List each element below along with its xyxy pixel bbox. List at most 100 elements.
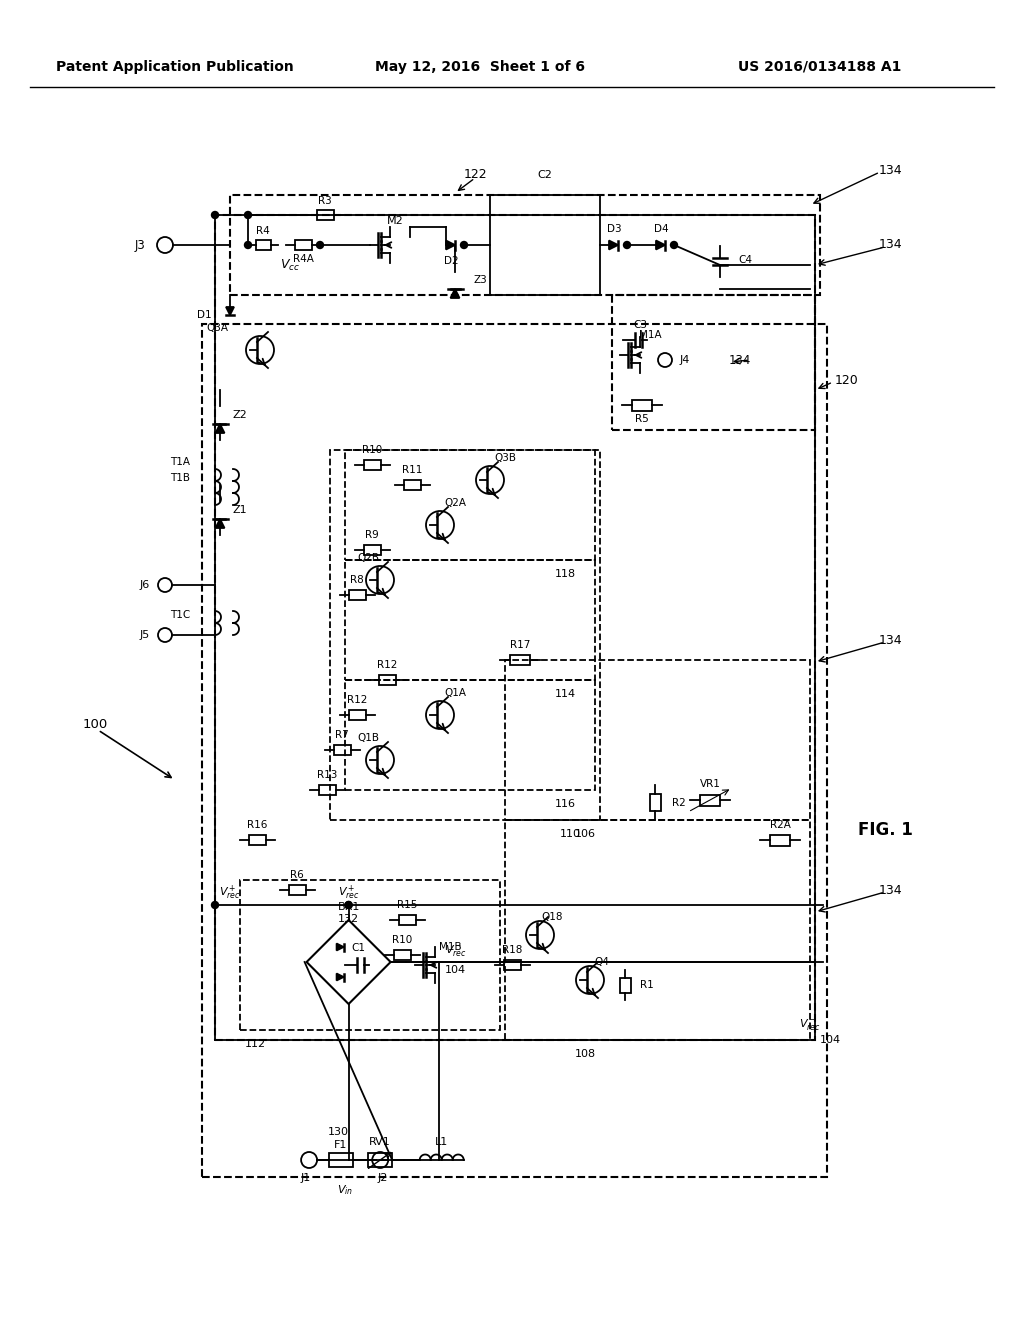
Bar: [345, 450, 595, 560]
Bar: [316, 210, 334, 220]
Bar: [504, 960, 521, 970]
Circle shape: [461, 242, 468, 248]
Text: D2: D2: [443, 256, 459, 267]
Bar: [403, 480, 421, 490]
Bar: [649, 793, 660, 812]
Text: R12: R12: [347, 696, 368, 705]
Text: M1B: M1B: [438, 942, 462, 952]
Text: R8: R8: [350, 576, 364, 585]
Text: $V_{rec}^-$: $V_{rec}^-$: [799, 1018, 821, 1032]
Text: J4: J4: [680, 355, 690, 366]
Bar: [215, 215, 815, 1040]
Text: May 12, 2016  Sheet 1 of 6: May 12, 2016 Sheet 1 of 6: [375, 59, 585, 74]
Text: 122: 122: [463, 169, 486, 181]
Circle shape: [245, 242, 252, 248]
Bar: [256, 240, 270, 249]
Text: D1: D1: [198, 310, 212, 319]
Text: L1: L1: [435, 1137, 449, 1147]
Bar: [620, 978, 631, 993]
Circle shape: [345, 902, 352, 908]
Bar: [249, 836, 266, 845]
Text: Q1A: Q1A: [444, 688, 466, 698]
Text: C4: C4: [738, 255, 752, 265]
Text: J2: J2: [378, 1173, 388, 1183]
Bar: [349, 590, 367, 601]
Text: Q2B: Q2B: [357, 553, 379, 564]
Text: R9: R9: [366, 531, 379, 540]
Circle shape: [158, 578, 172, 591]
Text: BR1: BR1: [338, 902, 359, 912]
Bar: [364, 545, 381, 554]
Text: R2: R2: [672, 799, 686, 808]
Bar: [379, 675, 396, 685]
Polygon shape: [337, 974, 344, 981]
Text: R10: R10: [392, 935, 412, 945]
Text: $V_{in}$: $V_{in}$: [337, 1183, 352, 1197]
Text: Z2: Z2: [232, 411, 248, 420]
Text: R6: R6: [290, 870, 304, 880]
Text: $V_{rec}^+$: $V_{rec}^+$: [338, 884, 359, 902]
Bar: [510, 655, 530, 665]
Bar: [330, 450, 600, 820]
Bar: [490, 195, 600, 294]
Text: VR1: VR1: [699, 779, 721, 789]
Text: 134: 134: [879, 164, 902, 177]
Circle shape: [345, 902, 352, 908]
Text: Q3B: Q3B: [494, 453, 516, 463]
Text: Q4: Q4: [595, 957, 609, 968]
Text: F1: F1: [334, 1140, 347, 1150]
Circle shape: [157, 238, 173, 253]
Bar: [770, 834, 790, 846]
Text: 132: 132: [338, 913, 359, 924]
Text: R11: R11: [401, 465, 422, 475]
Text: Z3: Z3: [473, 275, 486, 285]
Text: D4: D4: [653, 224, 669, 234]
Polygon shape: [609, 240, 618, 249]
Polygon shape: [451, 289, 460, 298]
Text: 130: 130: [329, 1127, 349, 1137]
Text: FIG. 1: FIG. 1: [857, 821, 912, 840]
Text: 134: 134: [729, 354, 752, 367]
Text: 134: 134: [879, 883, 902, 896]
Text: R10: R10: [361, 445, 382, 455]
Text: R17: R17: [510, 640, 530, 649]
Bar: [345, 680, 595, 789]
Circle shape: [158, 628, 172, 642]
Text: $V_{rec}^+$: $V_{rec}^+$: [219, 884, 241, 902]
Text: Q2A: Q2A: [444, 498, 466, 508]
Circle shape: [212, 211, 218, 219]
Text: Q1B: Q1B: [357, 733, 379, 743]
Bar: [364, 459, 381, 470]
Text: R15: R15: [397, 900, 417, 909]
Text: Q18: Q18: [542, 912, 563, 921]
Text: 104: 104: [819, 1035, 841, 1045]
Bar: [349, 710, 367, 719]
Text: 120: 120: [835, 374, 859, 387]
Text: D3: D3: [606, 224, 622, 234]
Bar: [505, 660, 810, 820]
Circle shape: [245, 211, 252, 219]
Bar: [329, 1152, 352, 1167]
Bar: [632, 400, 652, 411]
Text: C1: C1: [351, 942, 365, 953]
Text: T1B: T1B: [170, 473, 190, 483]
Text: 118: 118: [554, 569, 575, 579]
Text: 108: 108: [574, 1049, 596, 1059]
Text: Q3A: Q3A: [206, 323, 228, 333]
Text: R4A: R4A: [293, 253, 313, 264]
Text: 134: 134: [879, 239, 902, 252]
Text: M2: M2: [387, 216, 403, 226]
Text: US 2016/0134188 A1: US 2016/0134188 A1: [738, 59, 902, 74]
Text: 134: 134: [879, 634, 902, 647]
Bar: [334, 744, 351, 755]
Polygon shape: [656, 240, 665, 249]
Circle shape: [624, 242, 631, 248]
Text: C3: C3: [633, 319, 647, 330]
Text: R16: R16: [247, 820, 267, 830]
Text: R7: R7: [335, 730, 349, 741]
Bar: [505, 820, 810, 1040]
Text: 104: 104: [445, 965, 466, 975]
Polygon shape: [446, 240, 455, 249]
Text: 106: 106: [574, 829, 596, 840]
Polygon shape: [337, 944, 344, 950]
